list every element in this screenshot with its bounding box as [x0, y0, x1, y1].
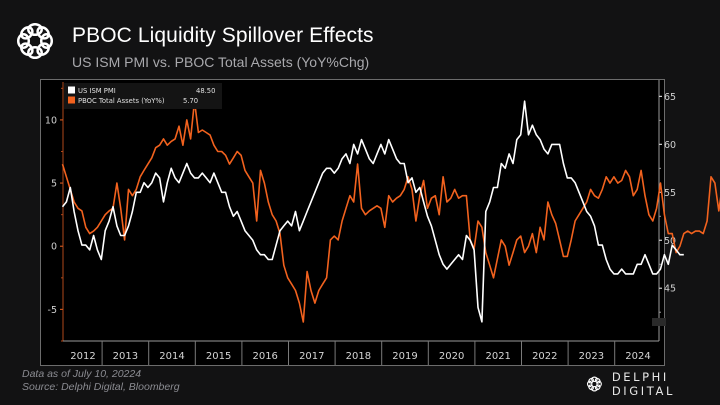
x-axis-tick-label: 2016	[252, 351, 277, 362]
legend-swatch-pboc	[68, 96, 75, 104]
right-axis-tick-label: 55	[664, 188, 676, 199]
legend-swatch-ism	[68, 86, 75, 94]
x-axis-tick-label: 2023	[579, 351, 604, 362]
legend-value-ism: 48.50	[196, 87, 215, 95]
series-line-pboc-total-assets	[61, 100, 720, 323]
x-axis-tick-label: 2022	[532, 351, 557, 362]
right-axis-tick-label: 45	[664, 284, 676, 295]
x-axis-tick-label: 2018	[346, 351, 371, 362]
chart-frame	[40, 79, 665, 366]
delphi-brand-icon	[586, 376, 602, 392]
legend-label-pboc: PBOC Total Assets (YoY%)	[78, 97, 165, 105]
x-axis-tick-label: 2013	[113, 351, 138, 362]
x-axis-tick-label: 2020	[439, 351, 464, 362]
x-axis-tick-label: 2015	[206, 351, 231, 362]
right-axis-tick-label: 50	[664, 236, 676, 247]
source-note: Source: Delphi Digital, Bloomberg	[22, 381, 180, 393]
right-axis-tick-label: 60	[664, 140, 676, 151]
left-axis-tick-label: 0	[51, 242, 57, 253]
x-axis-tick-label: 2012	[70, 351, 95, 362]
x-axis-tick-label: 2017	[299, 351, 324, 362]
left-axis-tick-label: 5	[51, 179, 57, 190]
legend: US ISM PMI 48.50 PBOC Total Assets (YoY%…	[64, 83, 222, 109]
left-axis-tick-label: 10	[45, 115, 57, 126]
brand: DELPHI DIGITAL	[585, 370, 720, 398]
delphi-knot-icon	[16, 22, 54, 60]
legend-value-pboc: 5.70	[183, 97, 198, 105]
x-axis-tick-label: 2021	[485, 351, 510, 362]
series-line-us-ism-pmi	[61, 100, 684, 323]
page-title: PBOC Liquidity Spillover Effects	[72, 24, 374, 47]
brand-name: DELPHI DIGITAL	[611, 370, 675, 398]
x-axis-tick-label: 2024	[625, 351, 650, 362]
legend-background	[64, 83, 222, 109]
x-axis-tick-label: 2014	[159, 351, 184, 362]
right-axis-tick-label: 65	[664, 92, 676, 103]
left-axis-tick-label: -5	[48, 305, 57, 316]
page-subtitle: US ISM PMI vs. PBOC Total Assets (YoY%Ch…	[72, 54, 370, 70]
legend-label-ism: US ISM PMI	[78, 87, 116, 95]
x-axis-tick-label: 2019	[392, 351, 417, 362]
data-date-note: Data as of July 10, 20224	[22, 368, 142, 380]
axis-scale-badge[interactable]	[652, 318, 666, 326]
